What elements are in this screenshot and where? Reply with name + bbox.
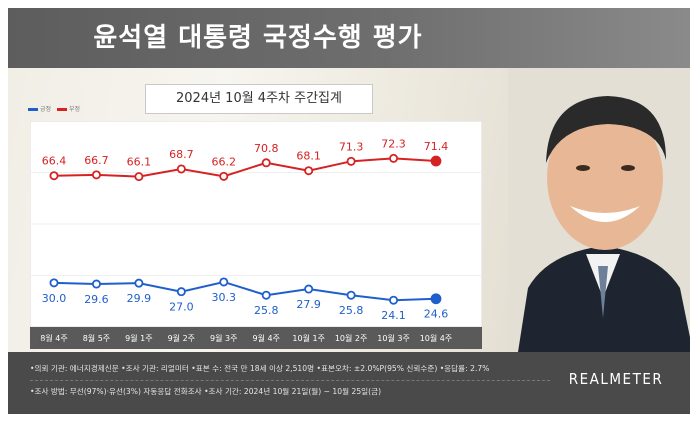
- series-0: 66.4 66.7 66.1 68.7 66.2 70.8 68.1 71.3 72.3 71.4: [42, 137, 449, 182]
- x-tick-label: 8월 5주: [83, 333, 110, 343]
- footer-bar: [8, 352, 690, 414]
- data-label: 24.6: [424, 308, 449, 321]
- data-point: [49, 278, 59, 288]
- chart-subtitle: 2024년 10월 4주차 주간집계: [145, 84, 373, 114]
- x-axis-band: [30, 327, 482, 349]
- data-point: [49, 171, 59, 181]
- legend-disapprove-label: 부정: [68, 106, 81, 113]
- note-line: •조사 방법: 무선(97%)·유선(3%) 자동응답 전화조사 •조사 기간:…: [30, 387, 382, 396]
- series-line: [53, 280, 437, 302]
- chart-panel: 2024년 10월 4주차 주간집계 긍정 부정 66.4 66.7 66.1 68.…: [8, 68, 690, 352]
- page-title: 윤석열 대통령 국정수행 평가: [93, 23, 423, 53]
- data-label: 66.1: [127, 156, 152, 169]
- data-label: 68.1: [296, 150, 321, 163]
- data-label: 70.8: [254, 142, 279, 155]
- data-label: 24.1: [381, 309, 406, 322]
- x-tick-label: 10월 2주: [335, 333, 368, 343]
- data-point: [304, 284, 314, 294]
- data-point: [134, 278, 144, 288]
- data-label: 27.9: [296, 298, 321, 311]
- chart-legend: 긍정 부정: [28, 104, 84, 113]
- data-point: [346, 156, 356, 166]
- data-label: 71.4: [424, 140, 449, 153]
- data-label: 72.3: [381, 137, 406, 150]
- note-line: •의뢰 기관: 에너지경제신문 •조사 기관: 리얼미터 •표본 수: 전국 만…: [30, 358, 550, 381]
- data-label: 66.7: [84, 154, 109, 167]
- data-point: [219, 277, 229, 287]
- data-label: 25.8: [339, 304, 364, 317]
- brand-logo: REALMETER: [568, 370, 664, 388]
- x-tick-label: 10월 1주: [292, 333, 325, 343]
- series-layer: 66.4 66.7 66.1 68.7 66.2 70.8 68.1 71.3 72.3 71.4…: [42, 137, 449, 322]
- data-point: [91, 170, 101, 180]
- data-label: 71.3: [339, 140, 364, 153]
- x-tick-label: 8월 4주: [40, 333, 67, 343]
- president-portrait: [508, 68, 690, 352]
- data-label: 29.6: [84, 293, 109, 306]
- title-bar: [8, 8, 690, 68]
- x-tick-label: 10월 4주: [420, 333, 453, 343]
- x-axis-ticks: 8월 4주 8월 5주 9월 1주 9월 2주 9월 3주 9월 4주 10월 1주 10월 …: [40, 333, 452, 343]
- data-point: [176, 164, 186, 174]
- data-point: [346, 290, 356, 300]
- data-point: [430, 155, 442, 167]
- legend-approve-label: 긍정: [40, 106, 52, 113]
- data-point: [219, 171, 229, 181]
- series-1: 30.0 29.6 29.9 27.0 30.3 25.8 27.9 25.8 24.1 24.6: [42, 277, 449, 322]
- data-label: 30.0: [42, 292, 67, 305]
- data-label: 27.0: [169, 301, 194, 314]
- data-point: [134, 172, 144, 182]
- data-label: 66.2: [212, 155, 237, 168]
- legend-disapprove: 부정: [56, 104, 81, 113]
- x-tick-label: 9월 3주: [210, 333, 237, 343]
- survey-notes: •의뢰 기관: 에너지경제신문 •조사 기관: 리얼미터 •표본 수: 전국 만…: [30, 358, 550, 403]
- data-point: [389, 295, 399, 305]
- series-line: [53, 157, 437, 178]
- unit-label: 단위:%: [38, 339, 60, 347]
- data-point: [261, 290, 271, 300]
- x-tick-label: 9월 1주: [125, 333, 152, 343]
- line-chart: 66.4 66.7 66.1 68.7 66.2 70.8 68.1 71.3 72.3 71.4…: [30, 121, 482, 349]
- grid-lines: [30, 172, 482, 276]
- data-point: [261, 158, 271, 168]
- data-label: 29.9: [127, 292, 152, 305]
- x-tick-label: 10월 3주: [377, 333, 410, 343]
- data-label: 25.8: [254, 304, 279, 317]
- data-point: [176, 287, 186, 297]
- data-label: 66.4: [42, 155, 67, 168]
- data-label: 30.3: [212, 291, 237, 304]
- data-point: [389, 153, 399, 163]
- data-point: [304, 166, 314, 176]
- data-point: [91, 279, 101, 289]
- data-point: [430, 293, 442, 305]
- legend-approve: 긍정: [28, 104, 51, 113]
- x-tick-label: 9월 4주: [252, 333, 279, 343]
- x-tick-label: 9월 2주: [168, 333, 195, 343]
- data-label: 68.7: [169, 148, 194, 161]
